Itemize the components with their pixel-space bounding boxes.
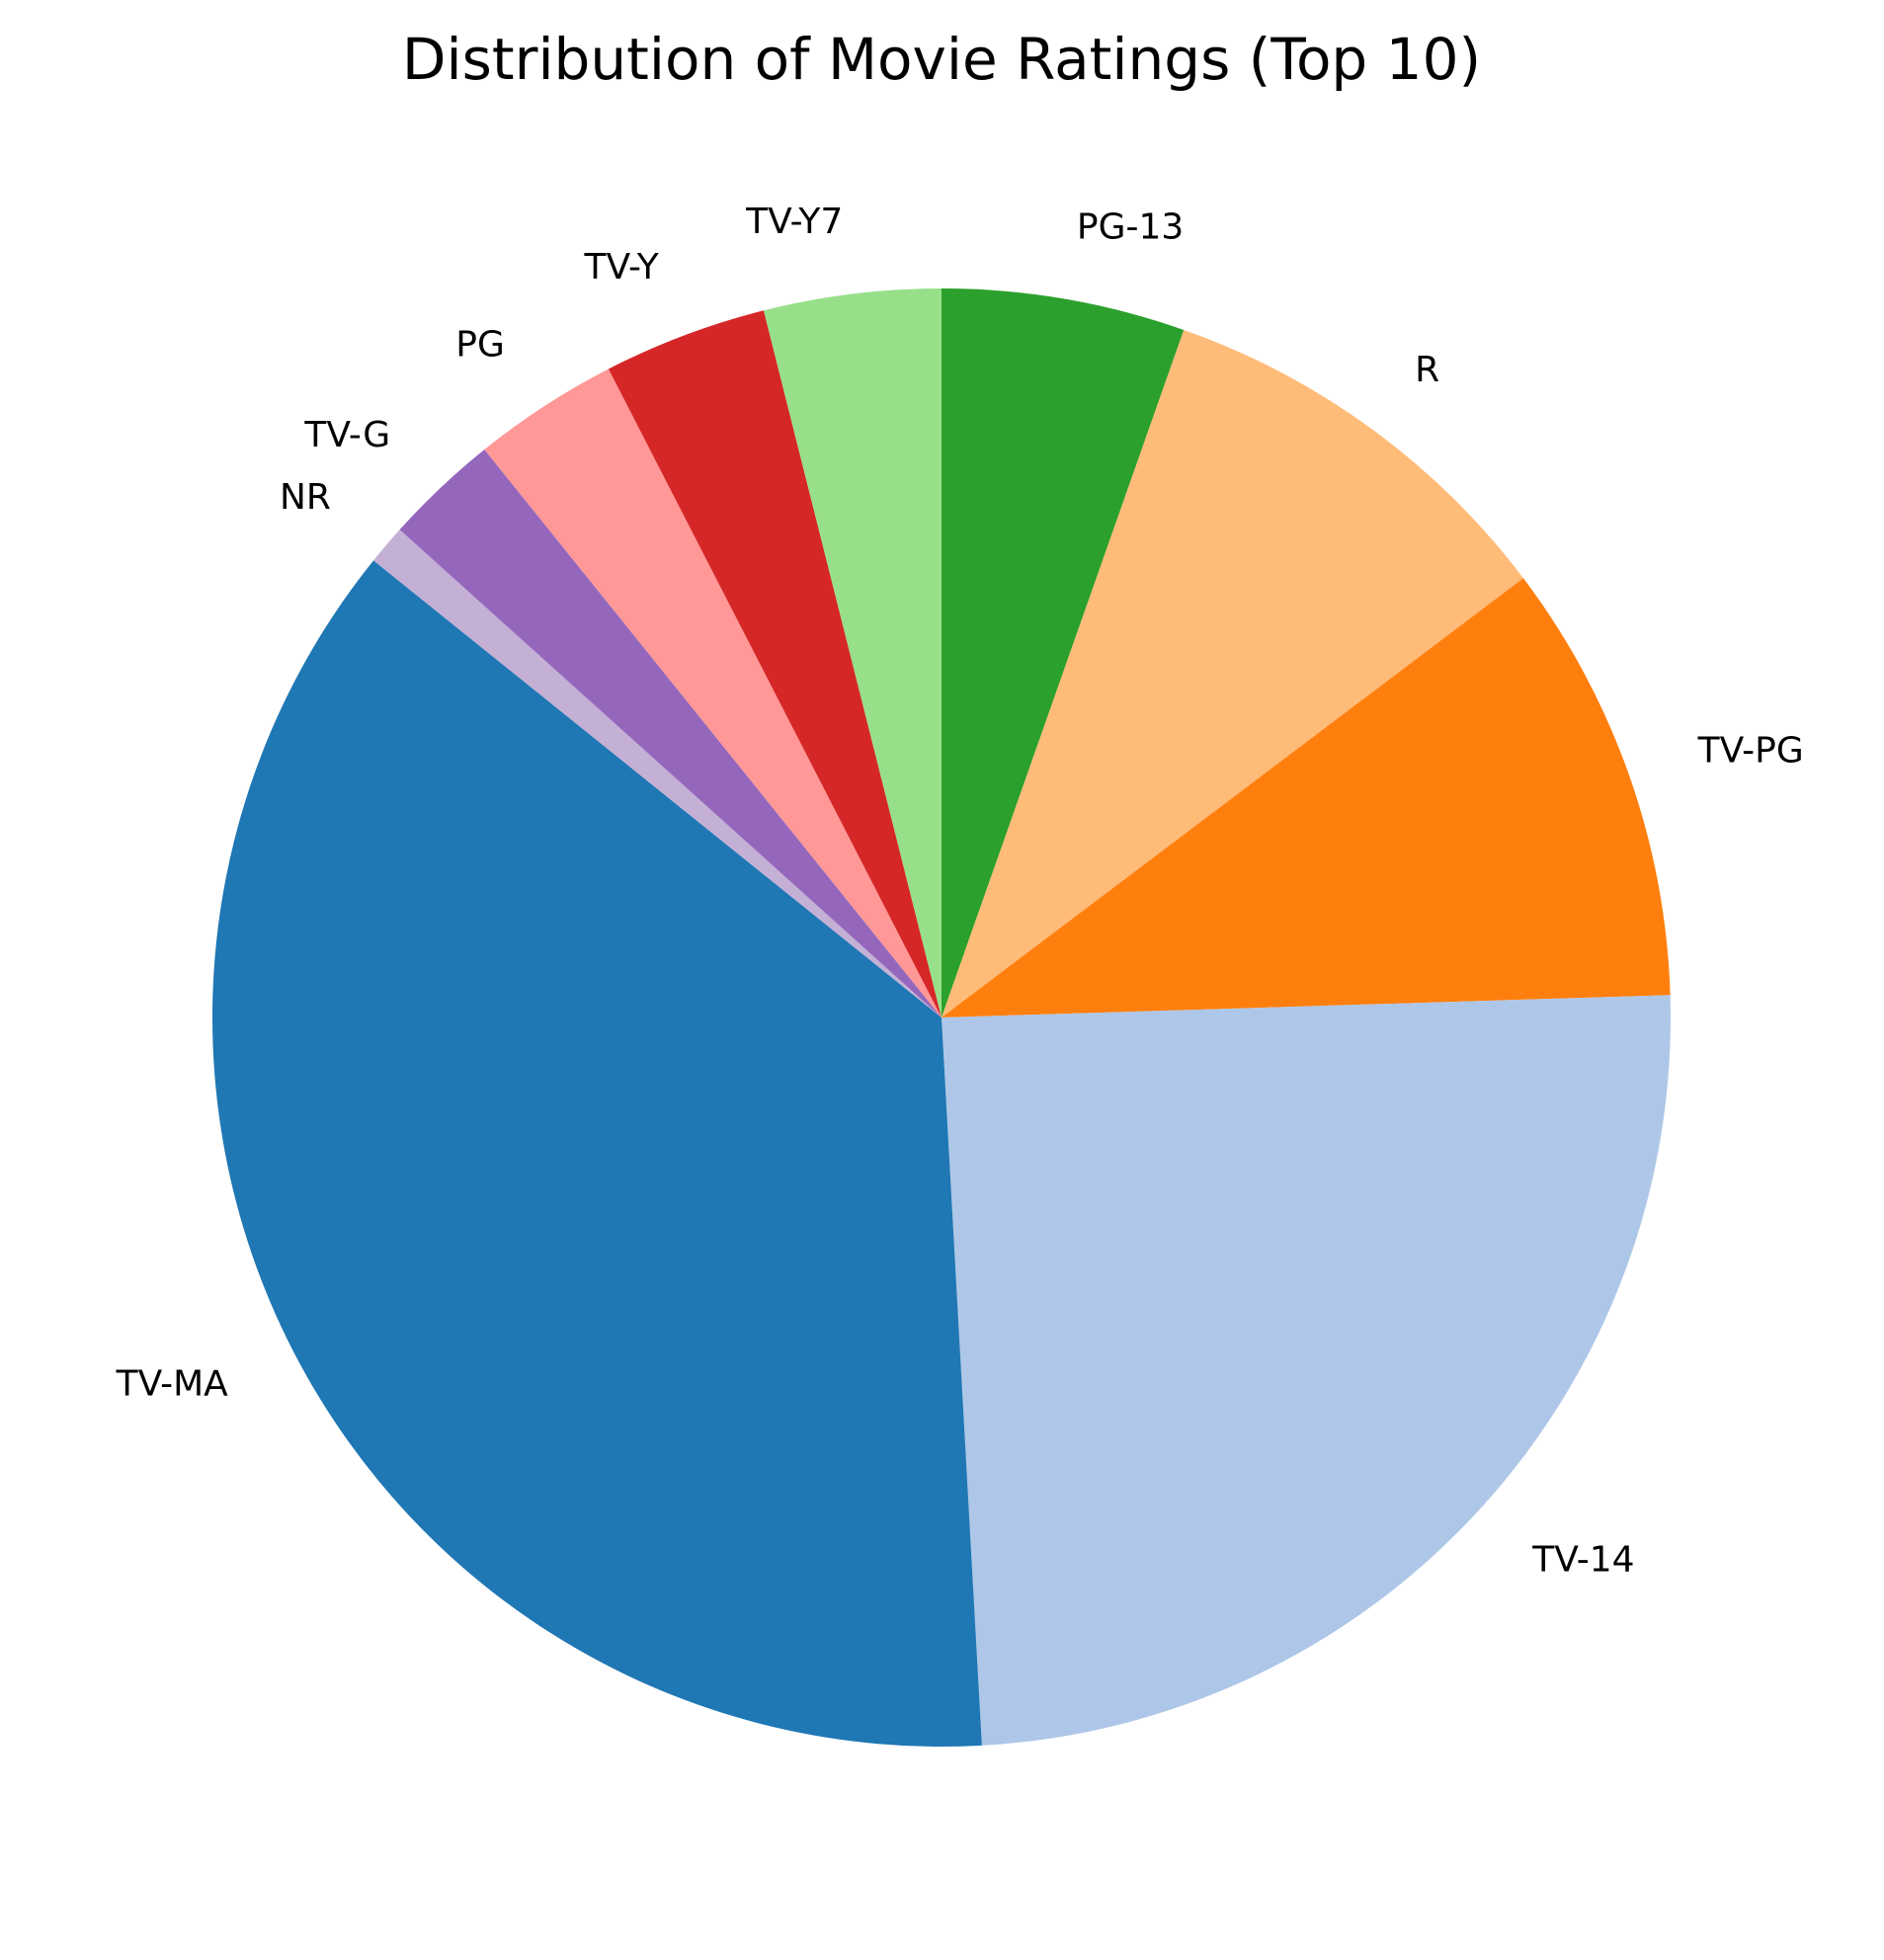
slice-label-tv-ma: TV-MA [116, 1363, 229, 1404]
pie-slice-tv-y [608, 310, 942, 1018]
pie-slice-tv-pg [942, 578, 1671, 1018]
pie-labels: PG-13 R TV-PG TV-14 TV-MA NR TV-G PG TV-Y TV-Y7 [116, 202, 1804, 1580]
pie-slice-tv-y7 [763, 288, 942, 1018]
slice-label-pg-13: PG-13 [1077, 206, 1184, 247]
slice-label-tv-pg: TV-PG [1697, 731, 1804, 772]
slice-label-tv-14: TV-14 [1531, 1539, 1634, 1580]
pie-slice-r [942, 329, 1523, 1018]
slice-label-tv-y7: TV-Y7 [745, 202, 843, 242]
pie-slices [212, 288, 1672, 1747]
slice-label-tv-y: TV-Y [584, 247, 660, 287]
pie-slice-nr [373, 530, 942, 1018]
pie-slice-tv-14 [942, 995, 1672, 1746]
slice-label-pg: PG [455, 325, 505, 366]
pie-slice-pg-13 [942, 288, 1185, 1018]
chart-title: Distribution of Movie Ratings (Top 10) [402, 26, 1481, 93]
pie-slice-tv-g [399, 449, 942, 1018]
slice-label-tv-g: TV-G [303, 415, 390, 455]
slice-label-r: R [1415, 350, 1439, 390]
pie-slice-pg [484, 368, 942, 1018]
pie-slice-tv-ma [212, 560, 982, 1747]
slice-label-nr: NR [280, 477, 331, 518]
